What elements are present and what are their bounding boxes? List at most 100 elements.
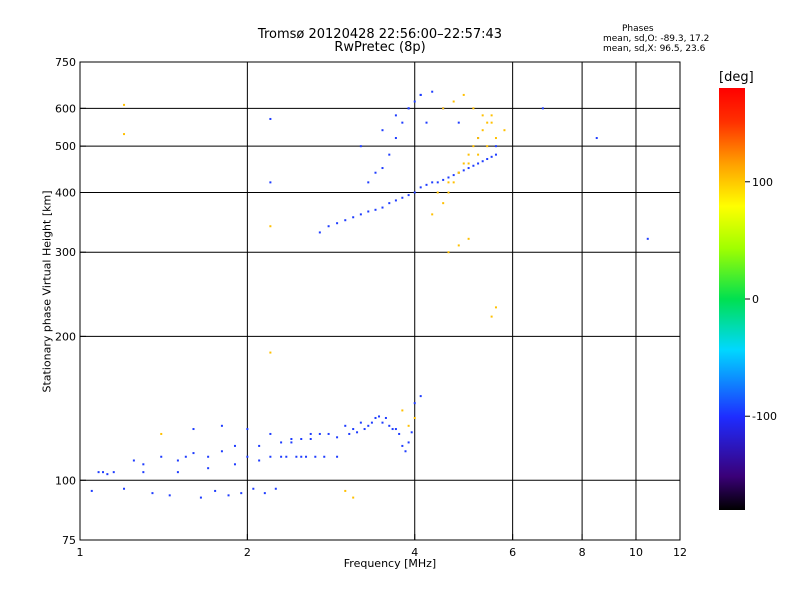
data-point-x bbox=[447, 181, 450, 184]
data-point-x bbox=[442, 202, 445, 205]
data-point-o bbox=[394, 114, 397, 117]
data-point-o bbox=[413, 402, 416, 405]
phases-o-stats: mean, sd,O: -89.3, 17.2 bbox=[603, 34, 710, 44]
data-point-x bbox=[442, 107, 445, 110]
data-point-o bbox=[176, 471, 179, 474]
x-tick-label: 8 bbox=[579, 546, 586, 559]
data-point-o bbox=[457, 121, 460, 124]
data-point-x bbox=[481, 129, 484, 132]
data-point-o bbox=[394, 137, 397, 140]
data-point-o bbox=[207, 455, 210, 458]
data-point-x bbox=[486, 145, 489, 148]
data-point-o bbox=[381, 206, 384, 209]
data-point-o bbox=[367, 181, 370, 184]
data-point-o bbox=[477, 162, 480, 165]
colorbar-tick-label: 0 bbox=[752, 293, 759, 306]
data-point-o bbox=[381, 421, 384, 424]
data-point-x bbox=[452, 100, 455, 103]
y-tick-label: 75 bbox=[62, 534, 76, 547]
data-point-o bbox=[452, 174, 455, 177]
x-tick-label: 12 bbox=[673, 546, 687, 559]
data-point-o bbox=[192, 452, 195, 455]
y-tick-label: 400 bbox=[55, 186, 76, 199]
data-point-x bbox=[494, 306, 497, 309]
data-point-o bbox=[214, 489, 217, 492]
data-point-x bbox=[467, 237, 470, 240]
y-tick-label: 100 bbox=[55, 474, 76, 487]
data-point-o bbox=[240, 492, 243, 495]
data-point-o bbox=[285, 455, 288, 458]
data-point-o bbox=[348, 432, 351, 435]
data-point-x bbox=[481, 114, 484, 117]
colorbar-tick-label: -100 bbox=[752, 410, 777, 423]
x-tick-label: 2 bbox=[244, 546, 251, 559]
data-point-o bbox=[305, 455, 308, 458]
data-point-o bbox=[388, 153, 391, 156]
data-point-o bbox=[413, 100, 416, 103]
data-point-o bbox=[309, 437, 312, 440]
data-point-o bbox=[401, 121, 404, 124]
data-point-o bbox=[391, 428, 394, 431]
data-point-o bbox=[378, 415, 381, 418]
x-tick-label: 6 bbox=[509, 546, 516, 559]
data-point-o bbox=[142, 471, 145, 474]
data-point-o bbox=[442, 178, 445, 181]
data-point-o bbox=[359, 145, 362, 148]
data-point-o bbox=[176, 459, 179, 462]
x-axis-ticks: 1 2 4 6 8 10 12 bbox=[77, 534, 687, 559]
data-point-o bbox=[374, 416, 377, 419]
data-point-x bbox=[457, 244, 460, 247]
data-point-o bbox=[263, 492, 266, 495]
data-point-x bbox=[457, 171, 460, 174]
data-points bbox=[90, 90, 649, 499]
data-point-o bbox=[252, 487, 255, 490]
data-point-o bbox=[246, 455, 249, 458]
data-point-o bbox=[370, 421, 373, 424]
data-point-o bbox=[425, 183, 428, 186]
data-point-o bbox=[419, 186, 422, 189]
y-tick-label: 600 bbox=[55, 102, 76, 115]
x-tick-label: 4 bbox=[411, 546, 418, 559]
data-point-o bbox=[192, 428, 195, 431]
data-point-o bbox=[352, 216, 355, 219]
y-tick-label: 500 bbox=[55, 140, 76, 153]
data-point-x bbox=[486, 121, 489, 124]
data-point-x bbox=[503, 129, 506, 132]
data-point-x bbox=[160, 432, 163, 435]
data-point-o bbox=[327, 225, 330, 228]
data-point-o bbox=[359, 421, 362, 424]
data-point-o bbox=[112, 471, 115, 474]
data-point-x bbox=[490, 121, 493, 124]
data-point-o bbox=[404, 450, 407, 453]
data-point-o bbox=[258, 459, 261, 462]
data-point-x bbox=[401, 409, 404, 412]
grid-lines bbox=[80, 62, 680, 540]
data-point-o bbox=[142, 463, 145, 466]
data-point-o bbox=[220, 424, 223, 427]
data-point-o bbox=[367, 210, 370, 213]
data-point-o bbox=[401, 196, 404, 199]
data-point-x bbox=[490, 114, 493, 117]
chart-title: Tromsø 20120428 22:56:00–22:57:43 bbox=[257, 27, 503, 42]
data-point-o bbox=[410, 431, 413, 434]
data-point-o bbox=[356, 431, 359, 434]
data-point-x bbox=[462, 93, 465, 96]
data-point-o bbox=[419, 395, 422, 398]
data-point-x bbox=[467, 153, 470, 156]
data-point-o bbox=[269, 455, 272, 458]
data-point-o bbox=[401, 444, 404, 447]
data-point-x bbox=[436, 191, 439, 194]
data-point-x bbox=[467, 162, 470, 165]
data-point-o bbox=[184, 455, 187, 458]
data-point-o bbox=[490, 155, 493, 158]
data-point-o bbox=[227, 494, 230, 497]
data-point-o bbox=[90, 489, 93, 492]
data-point-x bbox=[447, 191, 450, 194]
data-point-x bbox=[477, 153, 480, 156]
data-point-o bbox=[381, 129, 384, 132]
data-point-o bbox=[344, 424, 347, 427]
colorbar bbox=[719, 88, 745, 510]
data-point-o bbox=[102, 471, 105, 474]
data-point-o bbox=[106, 473, 109, 476]
plot-frame bbox=[79, 61, 681, 541]
